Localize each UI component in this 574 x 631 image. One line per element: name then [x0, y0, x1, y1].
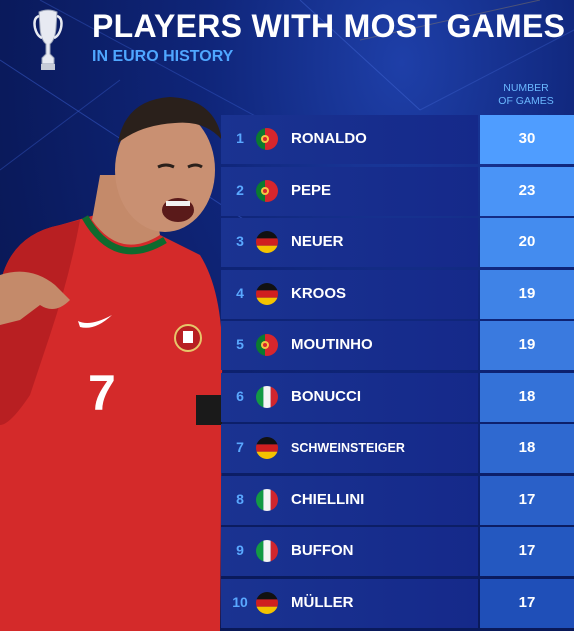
germany-flag-icon: [256, 437, 278, 459]
games-cell: 17: [480, 475, 574, 525]
portugal-flag-icon: [256, 179, 278, 202]
table-row: 1 RONALDO 30: [221, 115, 574, 164]
player-photo: 7: [0, 97, 223, 631]
games-cell: 17: [480, 578, 574, 628]
games-value: 20: [518, 233, 536, 250]
italy-flag-icon: [256, 540, 278, 562]
player-cell: 2 PEPE: [221, 166, 478, 216]
table-row: 8 CHIELLINI 17: [221, 475, 574, 525]
germany-flag-icon: [256, 231, 278, 253]
rank-number: 1: [236, 130, 244, 146]
rank-number: 7: [236, 439, 244, 455]
player-name: PEPE: [291, 181, 332, 199]
table-row: 3 NEUER 20: [221, 218, 574, 267]
italy-flag-icon: [256, 385, 278, 408]
games-cell: 19: [480, 269, 574, 319]
table-row: 5 MOUTINHO 19: [221, 321, 574, 370]
rank-number: 5: [236, 336, 244, 352]
games-value: 17: [518, 542, 536, 559]
player-cell: 6 BONUCCI: [221, 372, 478, 422]
player-name: MÜLLER: [291, 593, 354, 611]
player-name: RONALDO: [291, 130, 367, 147]
player-cell: 1 RONALDO: [221, 115, 478, 164]
games-value: 23: [518, 181, 536, 199]
player-name: NEUER: [291, 233, 344, 250]
games-cell: 23: [480, 166, 574, 216]
player-name: KROOS: [291, 284, 347, 302]
games-cell: 18: [480, 424, 574, 473]
table-row: 6 BONUCCI 18: [221, 372, 574, 422]
svg-text:7: 7: [88, 365, 116, 421]
table-row: 10 MÜLLER 17: [221, 578, 574, 628]
player-cell: 5 MOUTINHO: [221, 321, 478, 370]
games-column-header: NUMBER OF GAMES: [498, 82, 554, 107]
games-cell: 17: [480, 527, 574, 576]
player-cell: 4 KROOS: [221, 269, 478, 319]
player-cell: 3 NEUER: [221, 218, 478, 267]
rank-number: 4: [236, 284, 244, 301]
trophy-icon: [33, 9, 63, 70]
table-row: 4 KROOS 19: [221, 269, 574, 319]
player-cell: 9 BUFFON: [221, 527, 478, 576]
player-cell: 7 SCHWEINSTEIGER: [221, 424, 478, 473]
italy-flag-icon: [256, 488, 278, 511]
player-cell: 8 CHIELLINI: [221, 475, 478, 525]
page-title: PLAYERS WITH MOST GAMES: [92, 8, 566, 44]
rank-number: 8: [236, 490, 244, 507]
table-row: 2 PEPE 23: [221, 166, 574, 216]
player-name: MOUTINHO: [291, 336, 373, 353]
games-cell: 19: [480, 321, 574, 370]
player-name: CHIELLINI: [291, 490, 365, 508]
germany-flag-icon: [256, 282, 278, 305]
table-row: 9 BUFFON 17: [221, 527, 574, 576]
rank-number: 10: [232, 593, 248, 610]
games-cell: 20: [480, 218, 574, 267]
games-value: 17: [518, 490, 536, 508]
player-name: BONUCCI: [291, 387, 361, 405]
portugal-flag-icon: [256, 128, 278, 150]
rank-number: 9: [236, 542, 244, 558]
portugal-flag-icon: [256, 334, 278, 356]
rank-number: 6: [236, 387, 244, 404]
page-subtitle: IN EURO HISTORY: [92, 48, 234, 65]
games-value: 17: [518, 593, 536, 611]
games-value: 18: [518, 439, 536, 456]
player-name: BUFFON: [291, 542, 354, 559]
games-cell: 30: [480, 115, 574, 164]
table-row: 7 SCHWEINSTEIGER 18: [221, 424, 574, 473]
games-value: 18: [518, 387, 536, 405]
rank-number: 2: [236, 181, 244, 198]
player-name: SCHWEINSTEIGER: [291, 441, 405, 455]
games-value: 19: [518, 336, 536, 353]
rank-number: 3: [236, 233, 244, 249]
games-cell: 18: [480, 372, 574, 422]
germany-flag-icon: [256, 591, 278, 614]
player-cell: 10 MÜLLER: [221, 578, 478, 628]
games-value: 19: [518, 284, 536, 302]
games-value: 30: [518, 130, 536, 147]
